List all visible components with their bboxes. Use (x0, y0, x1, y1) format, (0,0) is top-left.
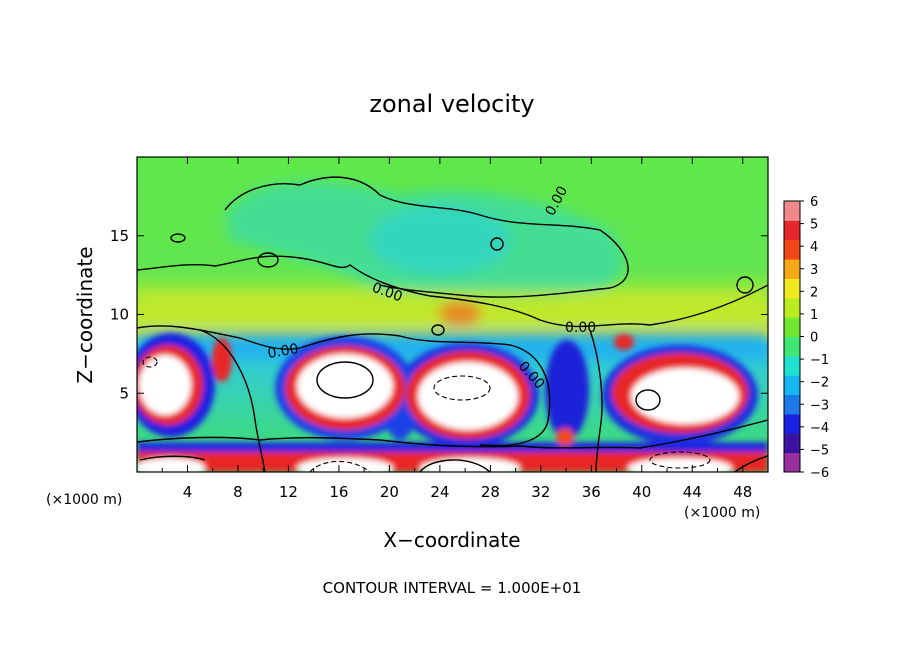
core-negative-cell (370, 205, 510, 275)
pos-jet-3-core (418, 362, 518, 430)
pos-band-core-1 (137, 458, 205, 472)
small-warm-x34 (556, 428, 574, 446)
colorbar-tick-label: −6 (810, 466, 829, 481)
colorbar-segment (784, 317, 800, 337)
contour-lines (137, 176, 768, 472)
contour-small-2 (490, 237, 504, 251)
pos-band-core-4 (628, 458, 732, 472)
x-tick-label: 24 (430, 483, 449, 501)
chart-title: zonal velocity (369, 90, 534, 118)
colorbar-segment (784, 278, 800, 299)
colorbar-segment (784, 413, 800, 434)
colorbar-tick-label: 5 (810, 218, 818, 233)
colorbar-tick-label: 2 (810, 285, 818, 300)
neg-band-x33 (545, 340, 589, 440)
x-unit-label: (×1000 m) (684, 505, 760, 521)
contour-bottom-3 (734, 454, 768, 472)
colorbar-segment (784, 259, 800, 279)
x-tick-label: 28 (481, 483, 500, 501)
zero-contour-x36 (589, 329, 603, 472)
x-tick-label: 40 (632, 483, 651, 501)
small-pos-cell (614, 334, 634, 350)
pos-band-core-3 (420, 458, 520, 472)
zero-contour-upper (224, 176, 629, 298)
pos-jet-1-core (139, 355, 191, 415)
colorbar-segment (784, 433, 800, 454)
contour-jet-4 (635, 389, 661, 411)
colorbar: 6 5 4 3 2 1 0 −1 −2 −3 −4 −5 −6 (783, 195, 829, 481)
x-tick-label: 12 (279, 483, 298, 501)
contour-jet-2 (316, 361, 374, 399)
colorbar-tick-label: −3 (810, 398, 829, 413)
x-tick-label: 4 (183, 483, 193, 501)
contour-label: 0.00 (565, 320, 596, 336)
x-tick-label: 20 (380, 483, 399, 501)
colorbar-tick-label: 1 (810, 308, 818, 323)
dashed-cell-1 (142, 356, 158, 368)
warm-patch (438, 301, 482, 325)
colorbar-tick-label: −4 (810, 421, 829, 436)
colorbar-segment (784, 201, 800, 221)
dashed-cell-2 (433, 375, 491, 401)
contour-label: 0.00 (266, 341, 299, 362)
colorbar-tick-label: 0 (810, 331, 818, 346)
contour-interval-note: CONTOUR INTERVAL = 1.000E+01 (323, 579, 582, 597)
x-tick-label: 16 (329, 483, 348, 501)
zero-contour-left (199, 329, 266, 472)
z-unit-label: (×1000 m) (46, 492, 122, 508)
contour-bottom-2 (419, 459, 491, 472)
x-tick-label: 48 (733, 483, 752, 501)
y-axis-label: Z−coordinate (73, 246, 97, 383)
colorbar-tick-label: −5 (810, 443, 829, 458)
x-tick-label: 36 (582, 483, 601, 501)
colorbar-tick-label: 3 (810, 263, 818, 278)
x-axis-label: X−coordinate (383, 528, 520, 552)
contour-small-3 (257, 252, 279, 268)
y-tick-label: 5 (119, 384, 129, 402)
contour-small-5 (431, 324, 445, 336)
colorbar-segment (784, 239, 800, 260)
x-tick-label: 44 (683, 483, 702, 501)
colorbar-segment (784, 394, 800, 415)
colorbar-tick-label: −2 (810, 376, 829, 391)
pos-jet-2-core (297, 354, 393, 418)
colorbar-tick-label: 4 (810, 240, 818, 255)
colorbar-segment (784, 355, 800, 376)
x-tick-label: 8 (233, 483, 243, 501)
contour-bottom-1 (139, 455, 206, 461)
dashed-cell-3 (649, 451, 711, 469)
heatmap-field: 0.00 0.00 0.00 0.00 0.00 (137, 157, 768, 472)
zero-contour-shear (137, 255, 768, 328)
contour-small-4 (736, 276, 754, 294)
pos-band-core-2 (297, 458, 393, 472)
colorbar-segment (784, 452, 800, 473)
zero-contour-mid (137, 325, 551, 447)
colorbar-tick-label: 6 (810, 195, 818, 210)
contour-small-1 (170, 233, 186, 243)
y-tick-label: 15 (110, 227, 129, 245)
colorbar-tick-label: −1 (810, 353, 829, 368)
pos-jet-4-core (631, 368, 739, 424)
zero-contour-lower (137, 419, 768, 449)
y-tick-label: 10 (110, 306, 129, 324)
x-tick-label: 32 (531, 483, 550, 501)
colorbar-segment (784, 297, 800, 318)
colorbar-segment (784, 336, 800, 357)
colorbar-segment (784, 220, 800, 241)
colorbar-segment (784, 375, 800, 396)
